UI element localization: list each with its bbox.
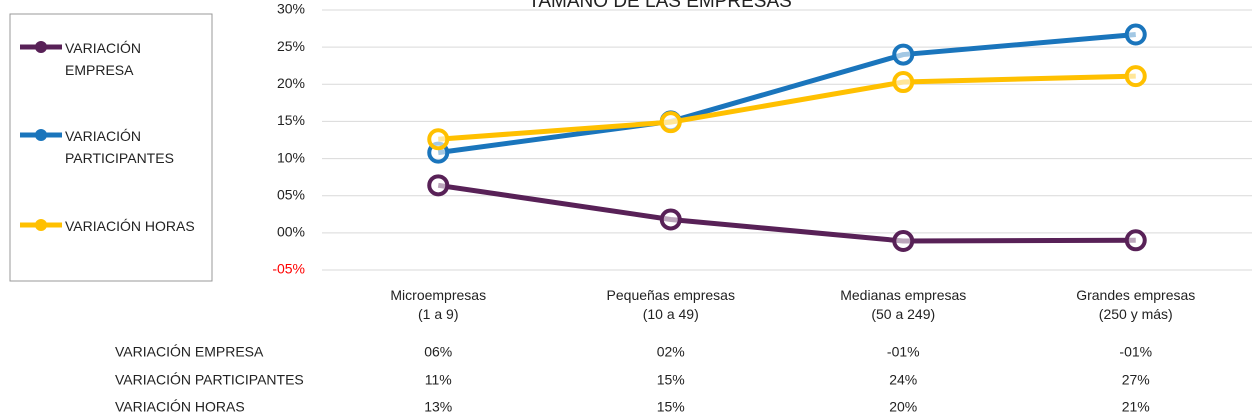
data-point	[1124, 229, 1147, 252]
table-value: 15%	[657, 372, 685, 388]
table-row-label: VARIACIÓN EMPRESA	[115, 344, 264, 360]
data-point	[1124, 23, 1147, 46]
chart-title: TAMAÑO DE LAS EMPRESAS	[528, 0, 792, 12]
data-point	[892, 230, 915, 253]
legend-marker	[35, 129, 47, 141]
y-tick-label: 05%	[277, 186, 305, 202]
y-tick-label: -05%	[272, 261, 305, 277]
data-point	[659, 111, 682, 134]
data-point	[427, 174, 450, 197]
table-value: -01%	[887, 344, 920, 360]
table-value: 20%	[889, 399, 917, 415]
data-point	[892, 71, 915, 94]
series-line	[438, 73, 1136, 142]
y-tick-label: 00%	[277, 224, 305, 240]
legend-label: VARIACIÓN HORAS	[65, 218, 195, 234]
series-line	[437, 32, 1136, 156]
legend-marker	[35, 41, 47, 53]
table-value: 27%	[1122, 372, 1150, 388]
data-point	[659, 208, 682, 231]
x-tick-label: Medianas empresas (50 a 249)	[840, 287, 967, 322]
y-tick-label: 10%	[277, 149, 305, 165]
legend-label: VARIACIÓN EMPRESA	[65, 40, 141, 78]
y-tick-label: 20%	[277, 75, 305, 91]
table-value: 06%	[424, 344, 452, 360]
legend-marker	[35, 219, 47, 231]
table-row-label: VARIACIÓN HORAS	[115, 399, 245, 415]
table-row-label: VARIACIÓN PARTICIPANTES	[115, 372, 304, 388]
data-point	[427, 128, 450, 151]
data-point	[1124, 65, 1147, 88]
y-tick-label: 30%	[277, 1, 305, 17]
data-point	[892, 43, 915, 66]
x-tick-label: Pequeñas empresas (10 a 49)	[606, 287, 735, 322]
table-value: -01%	[1119, 344, 1152, 360]
series-line	[437, 182, 1136, 244]
y-tick-label: 15%	[277, 112, 305, 128]
table-value: 24%	[889, 372, 917, 388]
legend-box	[9, 13, 213, 282]
x-tick-label: Grandes empresas (250 y más)	[1076, 287, 1196, 322]
legend-label: VARIACIÓN PARTICIPANTES	[65, 128, 174, 166]
y-tick-label: 25%	[277, 38, 305, 54]
table-value: 11%	[425, 372, 452, 388]
x-tick-label: Microempresas (1 a 9)	[390, 287, 487, 322]
table-value: 02%	[657, 344, 685, 360]
table-value: 13%	[424, 399, 452, 415]
table-value: 15%	[657, 399, 685, 415]
table-value: 21%	[1122, 399, 1150, 415]
